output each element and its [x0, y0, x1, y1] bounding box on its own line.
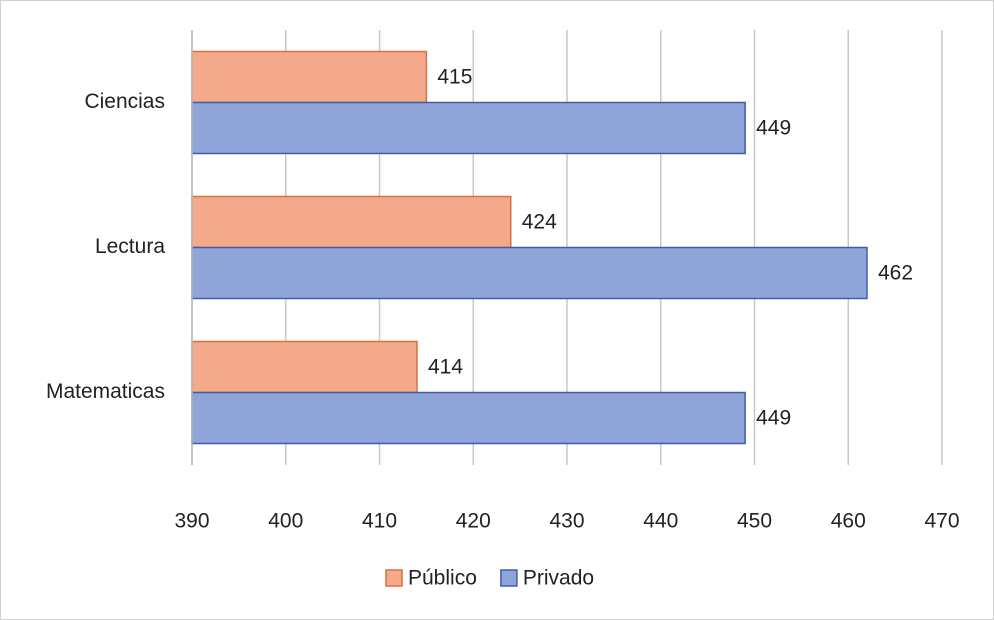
bar [191, 391, 746, 445]
bar [191, 195, 512, 249]
y-tick-label: Ciencias [84, 90, 165, 113]
x-tick-label: 390 [174, 510, 209, 533]
x-tick-label: 440 [643, 510, 678, 533]
legend-label: Privado [523, 567, 594, 590]
data-label: 449 [756, 407, 791, 430]
legend-swatch [385, 569, 403, 587]
data-label: 414 [428, 356, 463, 379]
data-label: 462 [878, 262, 913, 285]
x-tick-label: 470 [924, 510, 959, 533]
bar [191, 101, 746, 155]
x-tick-label: 400 [268, 510, 303, 533]
data-label: 424 [522, 211, 557, 234]
legend-label: Público [408, 567, 477, 590]
x-tick-label: 420 [456, 510, 491, 533]
x-tick-label: 460 [831, 510, 866, 533]
data-label: 415 [437, 66, 472, 89]
bar [191, 50, 428, 104]
bar [191, 340, 418, 394]
y-tick-label: Lectura [95, 235, 165, 258]
bar [191, 246, 868, 300]
x-tick-label: 410 [362, 510, 397, 533]
x-tick-label: 430 [549, 510, 584, 533]
x-tick-label: 450 [737, 510, 772, 533]
legend-swatch [500, 569, 518, 587]
data-label: 449 [756, 117, 791, 140]
y-tick-label: Matematicas [46, 380, 165, 403]
